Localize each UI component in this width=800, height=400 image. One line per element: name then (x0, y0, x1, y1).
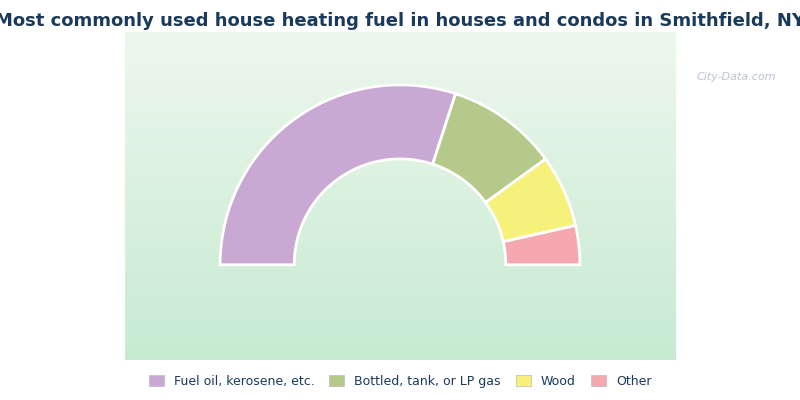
Polygon shape (433, 94, 546, 202)
Legend: Fuel oil, kerosene, etc., Bottled, tank, or LP gas, Wood, Other: Fuel oil, kerosene, etc., Bottled, tank,… (145, 371, 655, 392)
Text: Most commonly used house heating fuel in houses and condos in Smithfield, NY: Most commonly used house heating fuel in… (0, 12, 800, 30)
Text: City-Data.com: City-Data.com (697, 72, 776, 82)
Polygon shape (503, 226, 580, 265)
Polygon shape (220, 85, 455, 265)
Polygon shape (486, 159, 575, 242)
